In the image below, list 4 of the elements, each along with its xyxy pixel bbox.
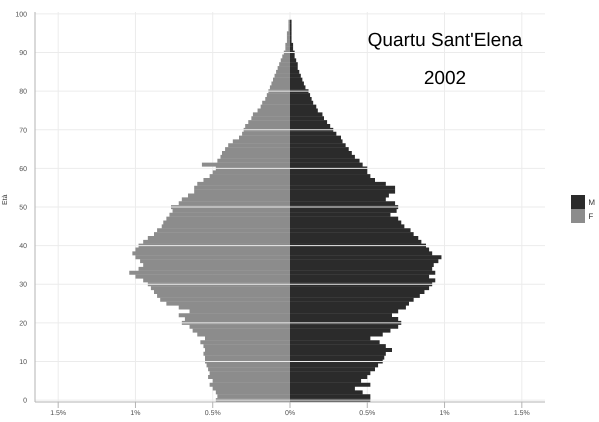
legend-label: M	[588, 198, 595, 206]
legend-label: F	[588, 212, 594, 220]
text: Quartu Sant'Elena	[366, 30, 524, 52]
text: 2002	[422, 68, 468, 90]
